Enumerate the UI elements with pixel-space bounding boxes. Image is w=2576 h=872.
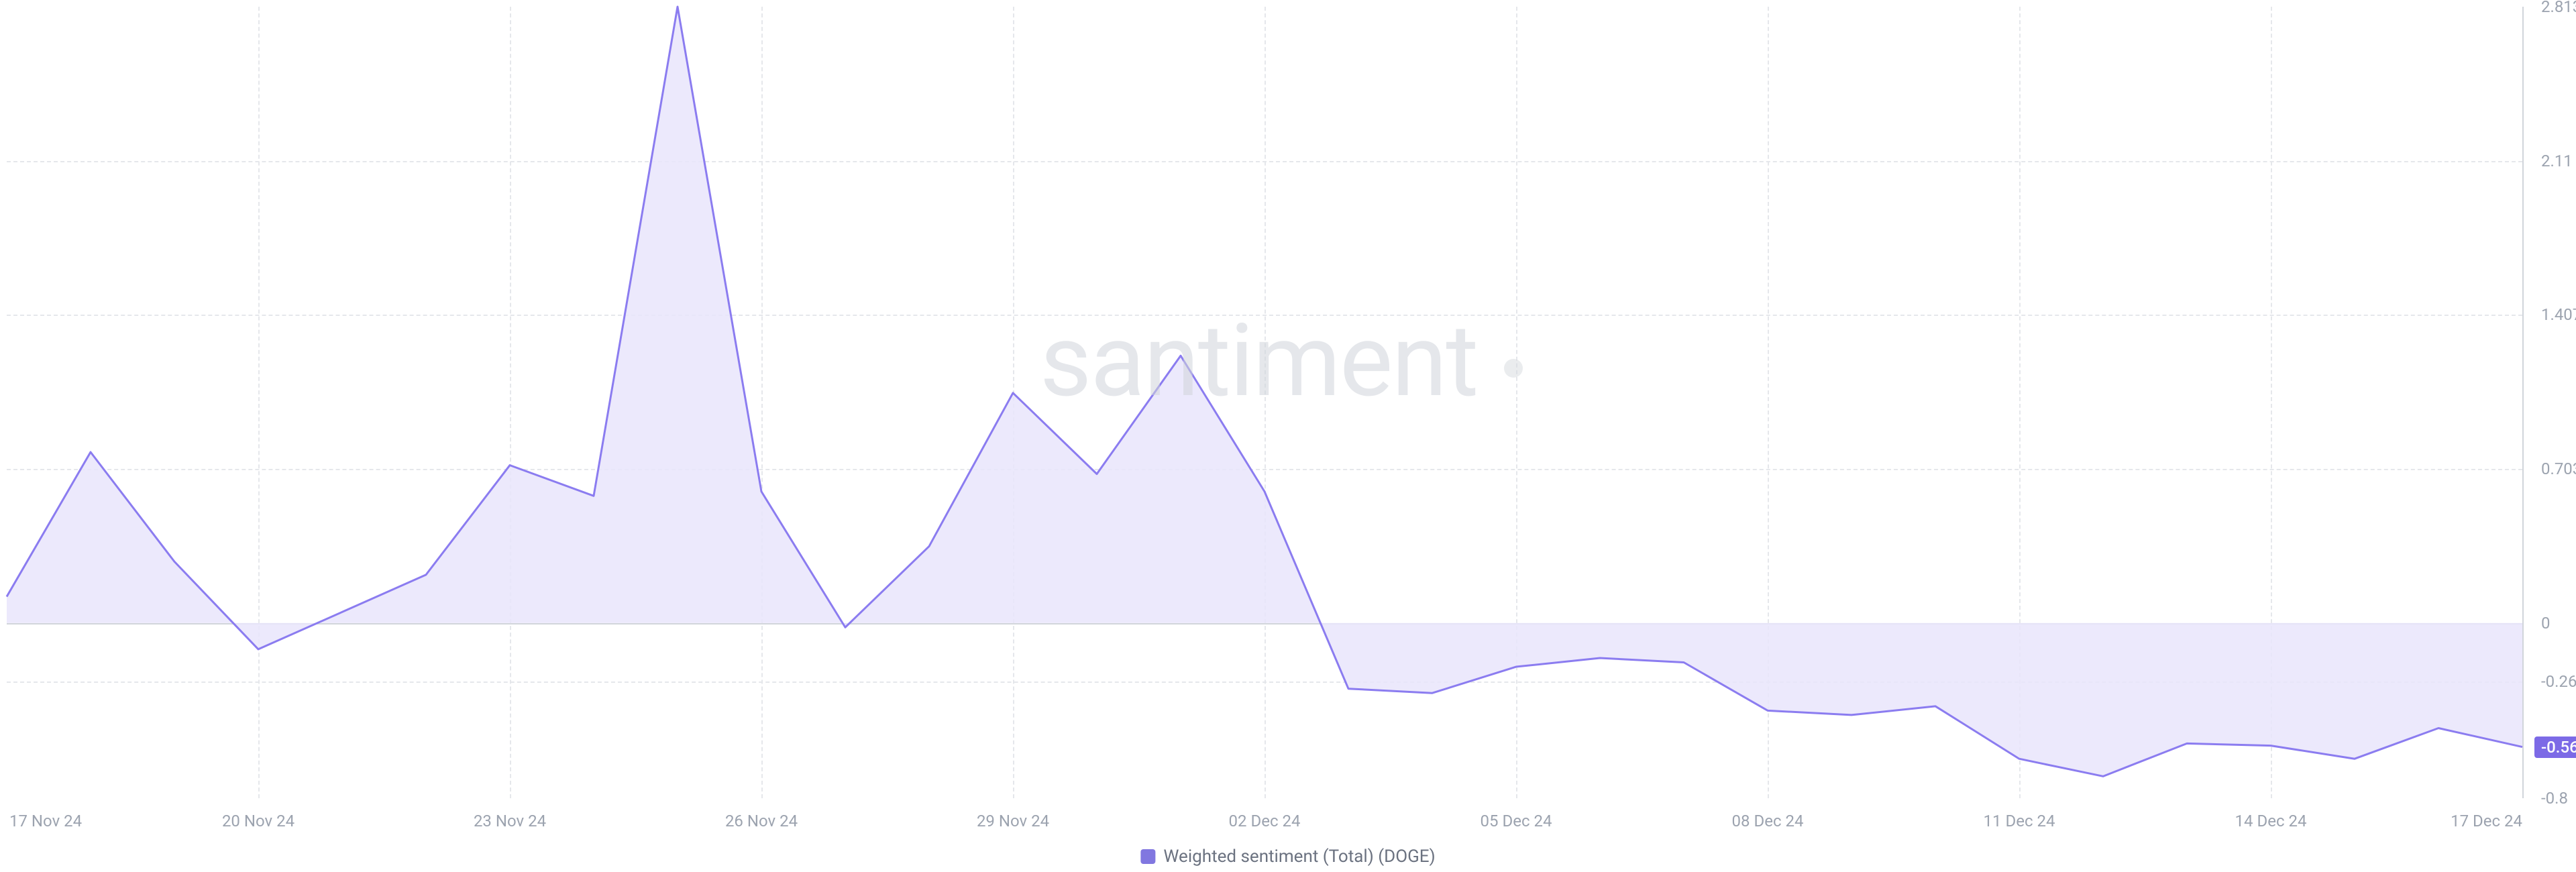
legend-label: Weighted sentiment (Total) (DOGE) [1163,847,1435,867]
x-tick-label: 05 Dec 24 [1481,812,1552,830]
y-tick-label: -0.267 [2541,672,2576,691]
x-tick-label: 26 Nov 24 [725,812,798,830]
y-axis-line [2522,7,2524,798]
y-tick-label: 1.407 [2541,305,2576,324]
x-tick-label: 08 Dec 24 [1732,812,1804,830]
x-tick-label: 20 Nov 24 [222,812,294,830]
x-tick-label: 29 Nov 24 [977,812,1049,830]
x-tick-label: 02 Dec 24 [1229,812,1301,830]
x-tick-label: 17 Nov 24 [9,812,82,830]
x-tick-label: 14 Dec 24 [2235,812,2307,830]
x-tick-label: 17 Dec 24 [2451,812,2522,830]
x-tick-label: 23 Nov 24 [474,812,546,830]
y-tick-label: 0.703 [2541,459,2576,478]
y-tick-label: 2.11 [2541,152,2573,170]
legend-swatch-icon [1140,849,1155,864]
y-tick-label: -0.8 [2541,789,2568,808]
x-tick-label: 11 Dec 24 [1984,812,2055,830]
y-tick-label: 0 [2541,614,2551,633]
plot-area: -0.8-0.26700.7031.4072.112.81317 Nov 242… [7,7,2522,798]
y-tick-label: 2.813 [2541,0,2576,16]
chart-legend: Weighted sentiment (Total) (DOGE) [1140,847,1435,867]
area-series [7,7,2522,798]
sentiment-chart: -0.8 -0.267 0 0.703 1.407 2.11 2.813 17 Nov 24 2… [0,0,2576,872]
current-value-badge: -0.566 [2534,737,2576,758]
